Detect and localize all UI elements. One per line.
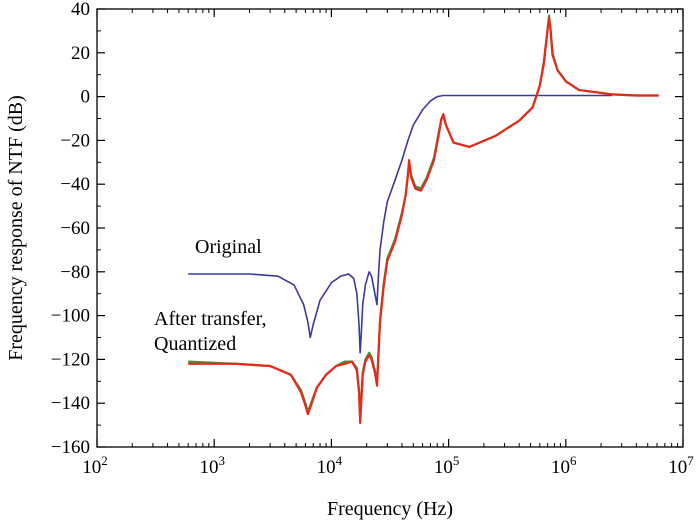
x-axis-title: Frequency (Hz) <box>327 498 453 520</box>
x-tick-label: 104 <box>317 453 343 478</box>
series-layer <box>188 14 659 425</box>
series-line-after-transfer <box>188 16 659 425</box>
y-tick-label: −160 <box>51 437 90 458</box>
y-tick-label: 0 <box>81 87 91 108</box>
annotation-after-transfer: After transfer, <box>154 308 266 330</box>
y-tick-label: 40 <box>71 0 90 20</box>
ticks-layer <box>96 8 684 448</box>
x-tick-label: 106 <box>551 453 577 478</box>
annotation-original: Original <box>195 236 262 258</box>
y-axis-title: Frequency response of NTF (dB) <box>5 95 27 361</box>
y-tick-label: −100 <box>51 306 90 327</box>
plot-frame <box>96 8 684 448</box>
series-line-quantized <box>188 14 659 418</box>
y-tick-label: −80 <box>60 262 90 283</box>
x-tick-label: 105 <box>434 453 460 478</box>
x-tick-label: 102 <box>82 453 108 478</box>
y-tick-label: 20 <box>71 43 90 64</box>
y-tick-label: −60 <box>60 218 90 239</box>
y-tick-label: −40 <box>60 174 90 195</box>
tick-labels-layer: 102 103 104 105 106 107 40 20 0 −20 −40 −60 −80 −100 −… <box>51 0 694 478</box>
x-tick-label: 107 <box>668 453 694 478</box>
annotation-quantized: Quantized <box>154 333 236 355</box>
y-tick-label: −20 <box>60 130 90 151</box>
series-line-original <box>188 94 613 354</box>
x-tick-label: 103 <box>199 453 225 478</box>
y-tick-label: −140 <box>51 393 90 414</box>
y-tick-label: −120 <box>51 349 90 370</box>
